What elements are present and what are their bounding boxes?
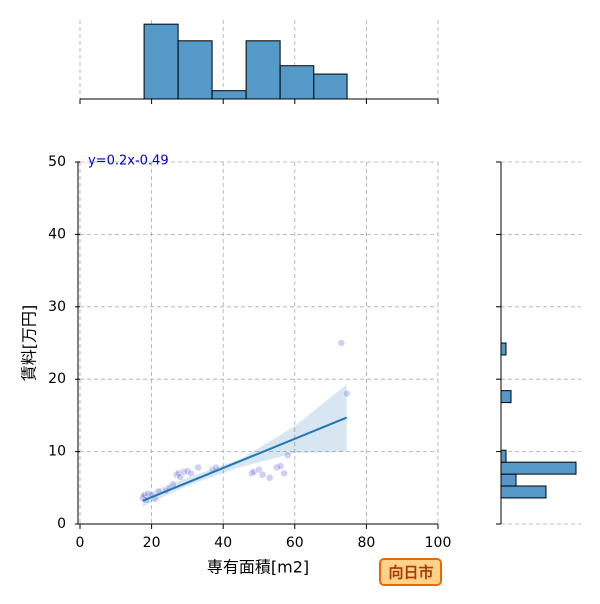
y-axis-label: 賃料[万円] — [20, 305, 39, 382]
histogram-bar — [500, 485, 547, 499]
scatter-point — [265, 473, 274, 482]
y-tick-label: 20 — [48, 371, 66, 387]
scatter-point — [183, 467, 192, 475]
scatter-point — [337, 339, 346, 347]
scatter-point — [176, 473, 184, 481]
x-tick-label: 0 — [76, 535, 85, 551]
x-tick-label: 40 — [214, 535, 232, 551]
scatter-point — [276, 462, 285, 470]
histogram-bar — [279, 65, 315, 100]
histogram-bar — [313, 73, 348, 100]
x-tick-label: 80 — [357, 535, 375, 551]
histogram-bar — [211, 90, 247, 100]
badge: 向日市 — [388, 564, 433, 582]
x-tick-label: 20 — [143, 535, 161, 551]
histogram-bar — [245, 40, 281, 100]
y-tick-label: 30 — [48, 299, 66, 315]
x-axis-label: 専有面積[m2] — [207, 558, 309, 577]
y-tick-label: 40 — [48, 226, 66, 242]
scatter-point — [342, 389, 351, 398]
scatter-point — [187, 469, 195, 478]
equation-annotation: y=0.2x-0.49 — [88, 154, 169, 169]
y-tick-label: 0 — [57, 516, 66, 532]
y-tick-label: 50 — [48, 154, 66, 170]
histogram-bar — [500, 473, 517, 487]
regression-line — [142, 416, 348, 502]
scatter-point — [258, 471, 267, 479]
histogram-bar — [177, 40, 213, 100]
y-tick-label: 10 — [48, 444, 66, 460]
histogram-bar — [143, 23, 179, 100]
histogram-bar — [500, 461, 577, 475]
scatter-point — [280, 469, 288, 478]
confidence-band — [142, 384, 347, 507]
x-tick-label: 60 — [286, 535, 304, 551]
badge-box — [379, 558, 442, 586]
scatter-point — [255, 465, 263, 474]
histogram-bar — [500, 449, 507, 463]
histogram-bar — [500, 342, 507, 356]
x-tick-label: 100 — [425, 535, 452, 551]
histogram-bar — [500, 390, 512, 404]
scatter-point — [194, 463, 202, 472]
scatter-point — [283, 451, 292, 459]
